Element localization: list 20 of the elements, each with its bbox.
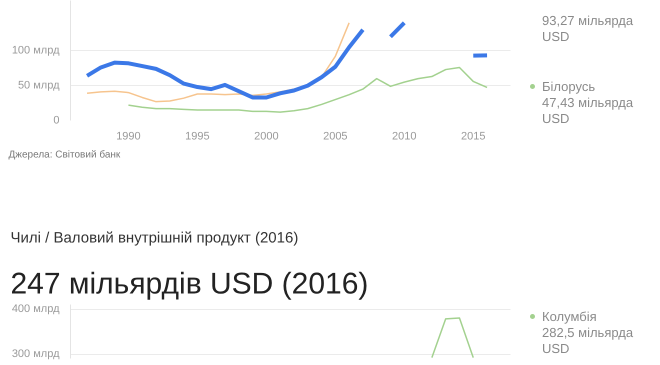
chart-subtitle: 247 мільярдів USD (2016) (10, 268, 368, 300)
y-tick-label: 300 млрд (12, 348, 60, 360)
y-tick-label: 100 млрд (12, 44, 60, 57)
y-tick-label: 400 млрд (12, 303, 60, 315)
y-tick-label: 50 млрд (18, 80, 60, 92)
x-tick-label: 2015 (461, 130, 486, 142)
x-tick-label: 2005 (323, 130, 348, 142)
line-series (128, 66, 488, 113)
text: 93,27 мільярда USD (542, 13, 634, 45)
x-tick-label: 2000 (254, 130, 279, 142)
text: Джерела: Світовий банк (8, 150, 121, 160)
y-tick-label: 0 (53, 114, 60, 126)
text: 47,43 мільярда USD (542, 95, 634, 126)
x-tick-label: 1995 (185, 130, 210, 142)
text: 282,5 мільярда USD (542, 325, 634, 356)
legend-label: Колумбія (542, 309, 597, 324)
x-tick-label: 2010 (392, 130, 417, 142)
chart-title: Чилі / Валовий внутрішній продукт (2016) (10, 230, 298, 246)
x-tick-label: 1990 (116, 130, 141, 142)
legend-label: Білорусь (542, 79, 596, 94)
